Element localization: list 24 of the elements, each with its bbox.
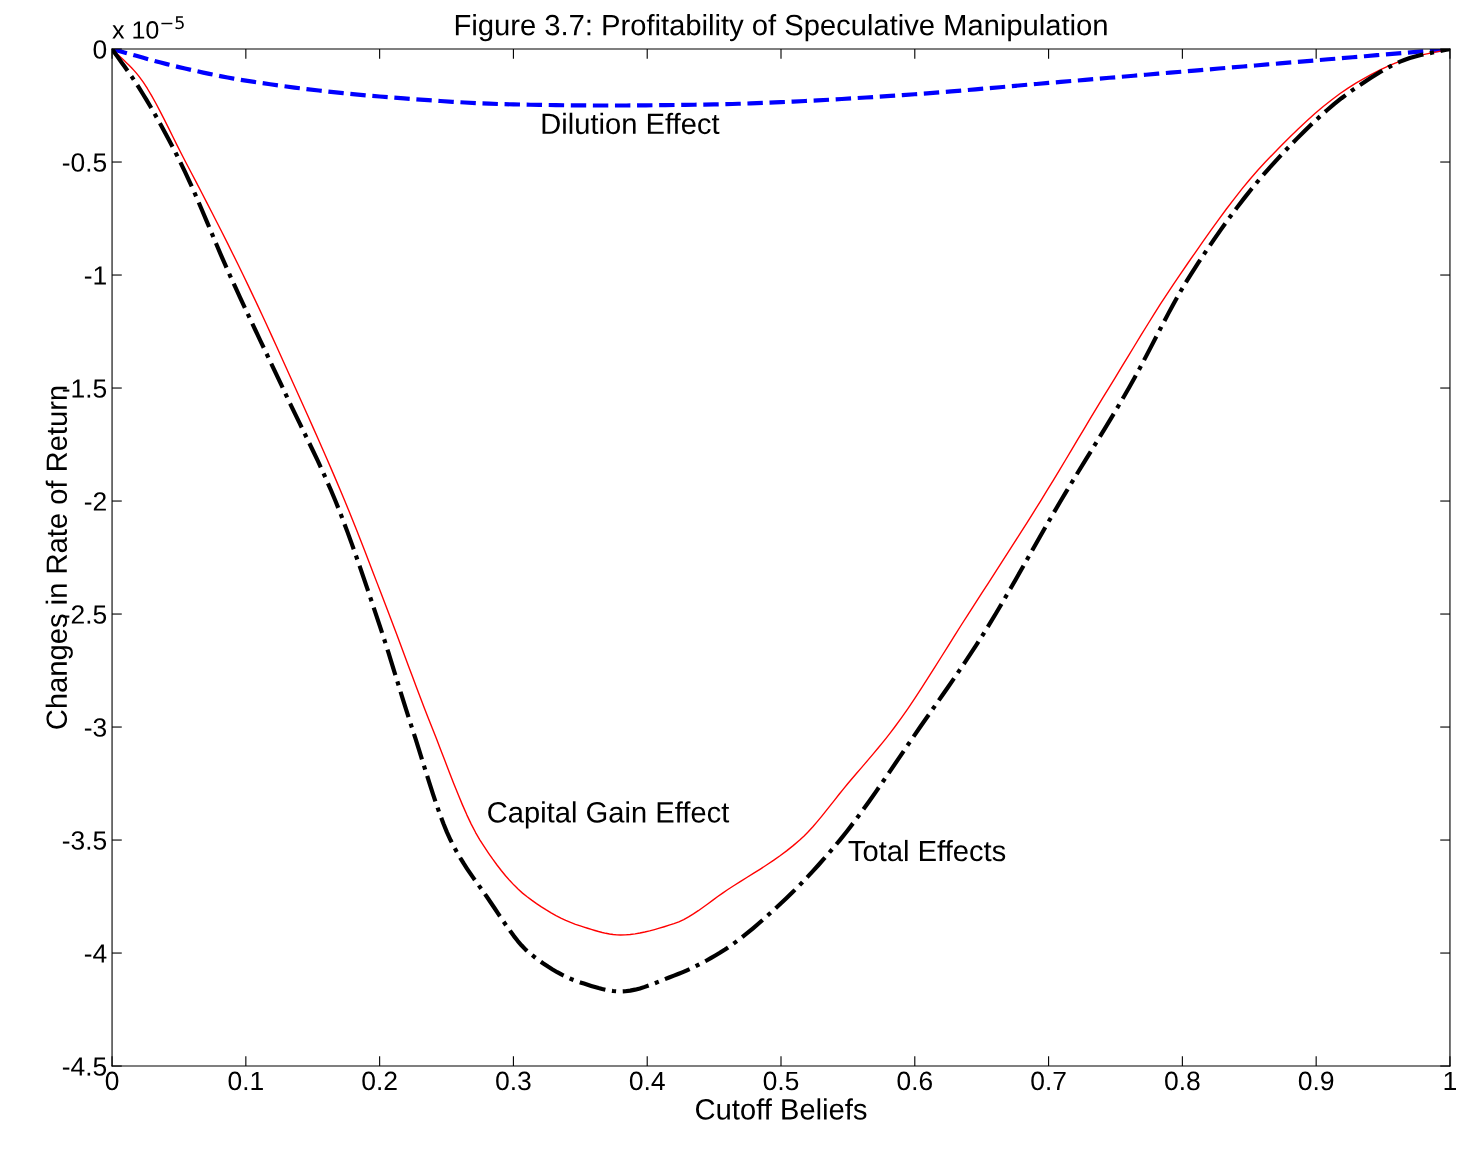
x-tick-label: 0.7	[1031, 1071, 1066, 1091]
y-tick-label: -4	[84, 944, 107, 963]
x-tick-label: 0.2	[362, 1071, 397, 1091]
text: x 10$^{−5}$	[112, 16, 184, 39]
y-tick-label: -1	[84, 266, 106, 285]
x-tick-label: 0.8	[1165, 1071, 1200, 1091]
y-tick-label: -2	[84, 492, 106, 511]
x-tick-label: 0.4	[629, 1071, 665, 1091]
y-tick-label: -0.5	[62, 153, 107, 172]
x-tick-label: 0.5	[763, 1071, 799, 1091]
x-tick-label: 0.3	[496, 1071, 531, 1091]
annotation: Capital Gain Effect	[488, 801, 730, 829]
y-tick-label: -3.5	[62, 831, 107, 850]
x-tick-label: 0.1	[228, 1071, 263, 1091]
annotation: Total Effects	[848, 839, 1006, 862]
x-tick-label: 0.9	[1298, 1071, 1334, 1091]
x-tick-label: 1	[1444, 1071, 1457, 1091]
y-tick-label: 0	[93, 40, 107, 59]
y-tick-label: -4.5	[62, 1057, 107, 1076]
x-axis-title: Cutoff Beliefs	[696, 1098, 867, 1120]
chart-title: Figure 3.7: Profitability of Speculative Manipulation	[455, 14, 1107, 42]
y-tick-label: -3	[84, 718, 107, 737]
x-tick-label: 0.6	[897, 1071, 932, 1091]
annotation: Dilution Effect	[542, 112, 720, 135]
